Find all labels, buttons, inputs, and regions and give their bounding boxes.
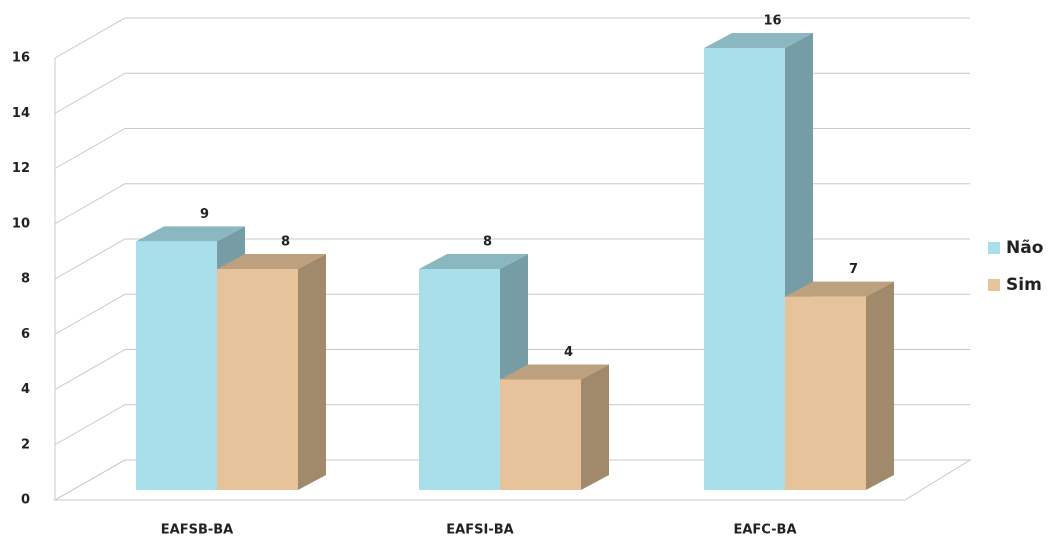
x-tick-label: EAFC-BA [733, 523, 796, 538]
legend-label: Não [1006, 238, 1043, 258]
y-tick-label: 12 [12, 161, 30, 176]
bar-side [866, 281, 894, 490]
bar-side [581, 364, 609, 490]
value-label: 7 [849, 262, 858, 277]
bar-top [217, 254, 326, 269]
bar-top [136, 226, 245, 242]
bar [217, 254, 326, 490]
bar-front [419, 269, 500, 490]
grid-line [54, 459, 970, 501]
bar-front [785, 296, 866, 490]
bar-side [298, 254, 326, 490]
bar-top [419, 254, 528, 269]
grid-line [54, 349, 970, 390]
y-tick-label: 2 [21, 437, 30, 452]
bar-top [500, 364, 609, 380]
grid-line [54, 404, 970, 446]
bar-front [136, 241, 217, 490]
grid: 0 2 4 6 8 10 12 14 16 [12, 17, 972, 508]
value-label: 16 [763, 14, 781, 29]
y-tick-label: 0 [21, 493, 30, 508]
bar-front [500, 379, 581, 490]
legend-swatch [988, 242, 1000, 254]
y-tick-label: 10 [12, 216, 30, 231]
value-label: 9 [200, 207, 209, 222]
value-label: 8 [281, 235, 290, 250]
grid-line [54, 17, 970, 59]
y-tick-label: 16 [12, 51, 30, 66]
legend: Não Sim [988, 238, 1043, 295]
grid-line [54, 183, 970, 225]
bar [785, 281, 894, 490]
legend-label: Sim [1006, 275, 1042, 295]
grid-line [54, 238, 970, 280]
bar-top [704, 33, 813, 48]
y-tick-label: 8 [21, 272, 30, 287]
y-tick-label: 14 [12, 106, 30, 121]
grid-line [54, 293, 970, 335]
bars: EAFSB-BA 9 8 EAFSI-BA 8 4 EAFC-BA 16 7 [136, 14, 894, 538]
value-label: 8 [483, 235, 492, 250]
grid-line [54, 128, 970, 169]
bar-front [704, 48, 785, 490]
bar-front [217, 269, 298, 490]
value-label: 4 [564, 345, 573, 360]
y-tick-label: 4 [21, 382, 30, 397]
x-tick-label: EAFSI-BA [446, 523, 513, 538]
legend-swatch [988, 279, 1000, 291]
y-tick-label: 6 [21, 327, 30, 342]
x-tick-label: EAFSB-BA [161, 523, 233, 538]
bar [500, 364, 609, 490]
bar-top [785, 281, 894, 297]
grid-line [54, 72, 970, 114]
